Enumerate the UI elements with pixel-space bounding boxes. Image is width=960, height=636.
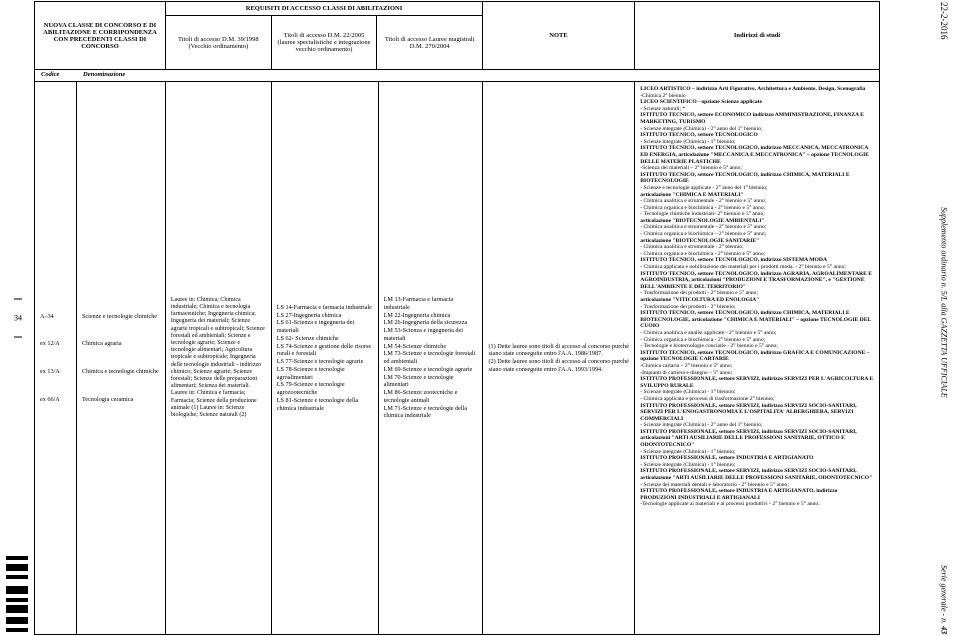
code-value: ex 13/A — [40, 368, 71, 376]
serie-label: Serie generale - n. 43 — [940, 565, 949, 634]
denom-value: Chimica e tecnologie chimiche — [82, 368, 160, 376]
header-col-mag: Titoli di accesso Lauree magistrali D.M.… — [377, 16, 482, 69]
header-indirizzi: Indirizzi di studi — [635, 2, 879, 69]
table-body: A–34 ex 12/A ex 13/A ex 66/A Scienze e t… — [35, 82, 879, 634]
code-value: ex 12/A — [40, 340, 71, 348]
document-date: 22-2-2016 — [939, 2, 949, 40]
subheader-denominazione: Denominazione — [77, 70, 131, 81]
right-margin-labels: 22-2-2016 Supplemento ordinario n. 5/L a… — [932, 0, 956, 636]
subheader-row: Codice Denominazione — [35, 70, 879, 82]
col-magistrali: LM 13-Farmacia e farmacia industriale LM… — [379, 82, 484, 634]
header-requisiti-group: REQUISITI DI ACCESSO CLASSI DI ABILITAZI… — [166, 2, 483, 69]
col-note: (1) Dette lauree sono titoli di accesso … — [483, 82, 635, 634]
main-table: NUOVA CLASSE DI CONCORSO E DI ABILITAZIO… — [34, 1, 880, 635]
code-value: ex 66/A — [40, 396, 71, 404]
page-number: 34 — [14, 299, 22, 338]
header-requisiti: REQUISITI DI ACCESSO CLASSI DI ABILITAZI… — [166, 2, 482, 16]
left-margin: 34 — [2, 0, 30, 636]
subheader-codice: Codice — [35, 70, 77, 81]
header-nuova-classe: NUOVA CLASSE DI CONCORSO E DI ABILITAZIO… — [35, 2, 166, 69]
header-col-spec: Titoli di accesso D.M. 22/2005 (lauree s… — [272, 16, 378, 69]
supplement-label: Supplemento ordinario n. 5/L alla GAZZET… — [940, 207, 949, 398]
col-indirizzi: LICEO ARTISTICO – indirizzo Arti Figurat… — [635, 82, 879, 634]
col-codice: A–34 ex 12/A ex 13/A ex 66/A — [35, 82, 77, 634]
header-note: NOTE — [483, 2, 635, 69]
denom-value: Chimica agraria — [82, 340, 160, 348]
denom-value: Scienze e tecnologie chimiche — [82, 313, 160, 321]
barcode-decoration — [6, 556, 28, 632]
col-vecchio-ordinamento: Lauree in: Chimica; Chimica industriale;… — [166, 82, 272, 634]
header-col-vecchio: Titoli di accesso D.M. 39/1998 (Vecchio … — [166, 16, 272, 69]
col-denominazione: Scienze e tecnologie chimiche Chimica ag… — [77, 82, 166, 634]
col-specialistiche: LS 14-Farmacia e farmacia industriale LS… — [272, 82, 379, 634]
table-header: NUOVA CLASSE DI CONCORSO E DI ABILITAZIO… — [35, 2, 879, 70]
denom-value: Tecnologia ceramica — [82, 396, 160, 404]
code-value: A–34 — [40, 313, 71, 321]
